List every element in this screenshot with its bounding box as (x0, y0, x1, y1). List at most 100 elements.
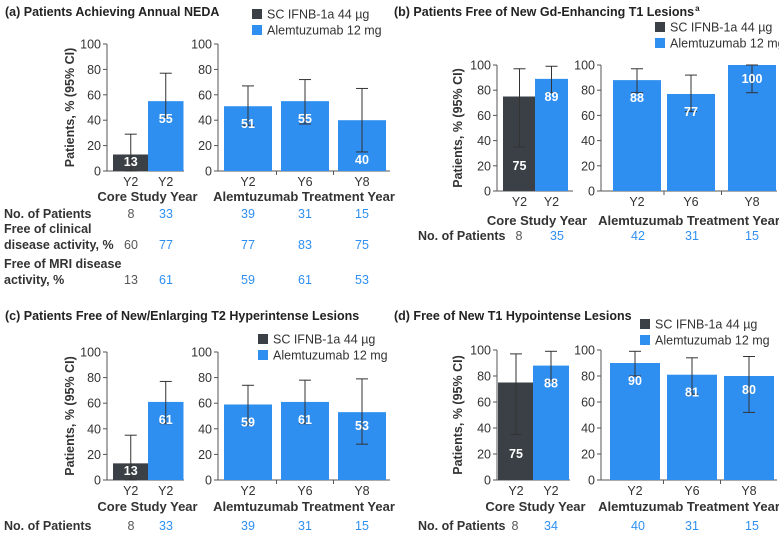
x-category-label: Y6 (683, 195, 698, 209)
legend-swatch-alem (252, 25, 262, 35)
x-group-label: Core Study Year (97, 189, 197, 204)
y-tick-label: 80 (198, 371, 212, 385)
bar-value-label: 88 (544, 377, 558, 391)
x-category-label: Y8 (741, 484, 756, 498)
legend-label: SC IFNB-1a 44 µg (655, 318, 757, 332)
y-axis-label: Patients, % (95% CI) (63, 48, 77, 167)
legend-swatch-ifnb (640, 319, 650, 329)
y-tick-label: 80 (581, 370, 595, 384)
x-category-label: Y8 (354, 484, 369, 498)
legend-label: SC IFNB-1a 44 µg (273, 333, 375, 347)
x-group-label: Core Study Year (97, 499, 197, 514)
y-tick-label: 20 (87, 448, 101, 462)
x-category-label: Y8 (744, 195, 759, 209)
table-row-label: No. of Patients (4, 207, 92, 221)
y-tick-label: 20 (477, 448, 491, 462)
bar-value-label: 75 (509, 447, 523, 461)
x-group-label: Alemtuzumab Treatment Year (213, 499, 395, 514)
table-cell: 75 (355, 238, 369, 252)
legend-label: SC IFNB-1a 44 µg (267, 8, 369, 22)
table-row-label: Free of clinical (4, 222, 92, 236)
y-axis-label: Patients, % (95% CI) (451, 68, 465, 187)
table-row-label: Free of MRI disease (4, 257, 121, 271)
y-tick-label: 20 (198, 448, 212, 462)
bar-value-label: 55 (298, 112, 312, 126)
x-group-label: Core Study Year (485, 499, 585, 514)
bar-value-label: 61 (159, 413, 173, 427)
y-tick-label: 60 (87, 397, 101, 411)
y-tick-label: 0 (588, 474, 595, 488)
table-cell: 39 (241, 207, 255, 221)
x-category-label: Y2 (123, 484, 138, 498)
table-cell: 77 (241, 238, 255, 252)
y-tick-label: 100 (80, 38, 101, 52)
bar-value-label: 13 (124, 155, 138, 169)
table-row-label: disease activity, % (4, 238, 114, 252)
y-tick-label: 40 (87, 422, 101, 436)
table-cell: 53 (355, 273, 369, 287)
legend-swatch-alem (655, 38, 665, 48)
bar-alem (613, 80, 661, 191)
y-tick-label: 20 (198, 139, 212, 153)
table-cell: 8 (516, 229, 523, 243)
y-tick-label: 40 (477, 422, 491, 436)
bar-value-label: 81 (685, 386, 699, 400)
bar-value-label: 61 (298, 413, 312, 427)
table-cell: 61 (298, 273, 312, 287)
panel-title: (b) Patients Free of New Gd-Enhancing T1… (394, 5, 694, 19)
x-category-label: Y6 (297, 175, 312, 189)
table-cell: 42 (631, 229, 645, 243)
panel-title: (a) Patients Achieving Annual NEDA (5, 5, 219, 19)
bar-value-label: 53 (355, 419, 369, 433)
y-tick-label: 60 (581, 396, 595, 410)
y-tick-label: 80 (87, 63, 101, 77)
legend-swatch-alem (258, 350, 268, 360)
y-tick-label: 20 (581, 159, 595, 173)
legend-swatch-ifnb (258, 334, 268, 344)
y-tick-label: 40 (198, 422, 212, 436)
y-tick-label: 60 (87, 88, 101, 102)
bar-alem (533, 365, 569, 480)
legend-swatch-alem (640, 335, 650, 345)
legend-swatch-ifnb (655, 22, 665, 32)
bar-value-label: 89 (545, 90, 559, 104)
y-tick-label: 100 (191, 346, 212, 360)
y-tick-label: 20 (477, 159, 491, 173)
table-cell: 77 (159, 238, 173, 252)
bar-value-label: 40 (355, 153, 369, 167)
x-category-label: Y2 (123, 175, 138, 189)
table-cell: 40 (631, 519, 645, 533)
table-cell: 15 (355, 207, 369, 221)
y-tick-label: 80 (581, 84, 595, 98)
table-cell: 31 (298, 519, 312, 533)
x-group-label: Alemtuzumab Treatment Year (598, 499, 779, 514)
y-tick-label: 0 (205, 474, 212, 488)
x-category-label: Y2 (627, 484, 642, 498)
y-tick-label: 20 (87, 139, 101, 153)
table-cell: 35 (550, 229, 564, 243)
x-category-label: Y2 (629, 195, 644, 209)
bar-value-label: 13 (124, 464, 138, 478)
y-tick-label: 80 (477, 370, 491, 384)
table-cell: 33 (159, 207, 173, 221)
y-axis-label: Patients, % (95% CI) (451, 355, 465, 474)
y-tick-label: 40 (198, 114, 212, 128)
y-tick-label: 60 (477, 396, 491, 410)
x-category-label: Y2 (158, 484, 173, 498)
legend-label: Alemtuzumab 12 mg (273, 349, 388, 363)
x-category-label: Y2 (158, 175, 173, 189)
y-tick-label: 0 (484, 474, 491, 488)
y-tick-label: 80 (198, 63, 212, 77)
x-category-label: Y2 (240, 175, 255, 189)
table-cell: 15 (355, 519, 369, 533)
y-tick-label: 60 (477, 109, 491, 123)
table-cell: 8 (128, 519, 135, 533)
x-group-label: Core Study Year (487, 213, 587, 228)
table-cell: 15 (745, 229, 759, 243)
table-cell: 8 (512, 519, 519, 533)
table-cell: 33 (159, 519, 173, 533)
table-row-label: No. of Patients (418, 229, 506, 243)
legend-label: Alemtuzumab 12 mg (670, 37, 779, 51)
table-row-label: activity, % (4, 273, 64, 287)
y-tick-label: 100 (574, 344, 595, 358)
